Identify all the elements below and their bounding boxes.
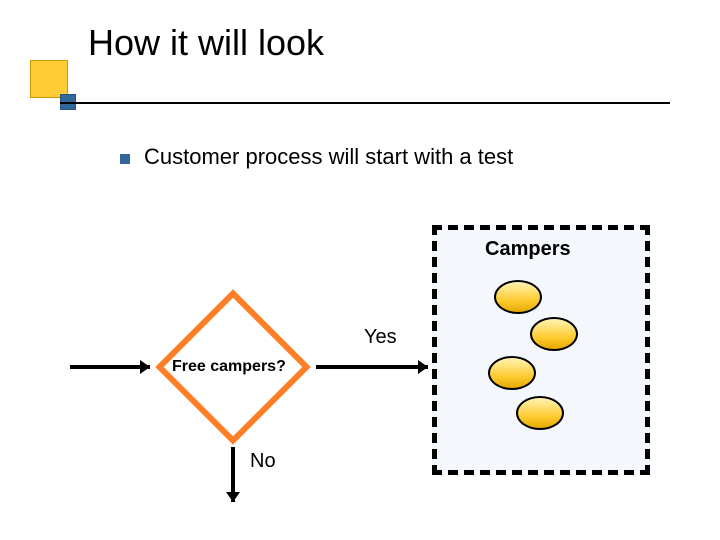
flowchart-arrows [0,0,720,540]
